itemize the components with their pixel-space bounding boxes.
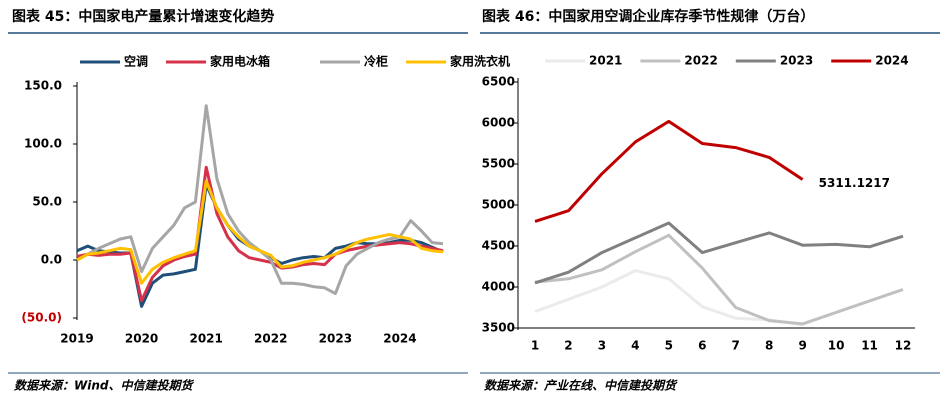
legend-label: 2023 xyxy=(780,54,813,68)
x-tick-label: 6 xyxy=(698,339,706,353)
x-tick-label: 2022 xyxy=(254,332,287,346)
y-tick-label: (50.0) xyxy=(21,311,62,325)
legend-label: 家用电冰箱 xyxy=(210,54,270,69)
x-tick-label: 2 xyxy=(564,339,572,353)
y-tick-label: 100.0 xyxy=(24,137,62,151)
chart-title: 图表 45：中国家电产量累计增速变化趋势 xyxy=(12,8,274,25)
series-line xyxy=(534,119,804,223)
y-tick-label: 0.0 xyxy=(41,253,62,267)
x-tick-label: 9 xyxy=(798,339,806,353)
y-tick-label: 150.0 xyxy=(24,79,62,93)
legend-label: 2024 xyxy=(875,54,908,68)
series-line xyxy=(534,269,803,327)
legend-label: 空调 xyxy=(124,54,148,69)
x-tick-label: 2024 xyxy=(383,332,416,346)
legend-label: 2022 xyxy=(684,54,717,68)
source-note: 数据来源：Wind、中信建投期货 xyxy=(14,379,194,393)
x-tick-label: 2020 xyxy=(125,332,158,346)
y-tick-label: 6500 xyxy=(482,75,515,89)
chart-title: 图表 46：中国家用空调企业库存季节性规律（万台） xyxy=(482,8,814,25)
series-line xyxy=(76,165,444,303)
x-tick-label: 4 xyxy=(631,339,639,353)
series-line xyxy=(76,183,444,308)
y-tick-label: 5000 xyxy=(482,198,515,212)
x-tick-label: 12 xyxy=(895,339,912,353)
x-tick-label: 8 xyxy=(765,339,773,353)
x-tick-label: 1 xyxy=(531,339,539,353)
x-tick-label: 7 xyxy=(732,339,740,353)
y-tick-label: 4500 xyxy=(482,239,515,253)
source-note: 数据来源：产业在线、中信建投期货 xyxy=(484,379,678,393)
legend-label: 家用洗衣机 xyxy=(450,54,510,69)
x-tick-label: 10 xyxy=(828,339,845,353)
y-tick-label: 50.0 xyxy=(32,195,62,209)
x-tick-label: 5 xyxy=(665,339,673,353)
y-tick-label: 5500 xyxy=(482,157,515,171)
legend-label: 冷柜 xyxy=(364,54,388,69)
series-line xyxy=(76,179,444,285)
legend-label: 2021 xyxy=(589,54,622,68)
series-line xyxy=(534,221,904,285)
series-line xyxy=(534,233,904,326)
x-tick-label: 2023 xyxy=(319,332,352,346)
x-tick-label: 2021 xyxy=(189,332,222,346)
data-label: 5311.1217 xyxy=(819,176,890,190)
y-tick-label: 6000 xyxy=(482,116,515,130)
y-tick-label: 4000 xyxy=(482,280,515,294)
x-tick-label: 11 xyxy=(861,339,878,353)
x-tick-label: 3 xyxy=(598,339,606,353)
x-tick-label: 2019 xyxy=(60,332,93,346)
y-tick-label: 3500 xyxy=(482,321,515,335)
